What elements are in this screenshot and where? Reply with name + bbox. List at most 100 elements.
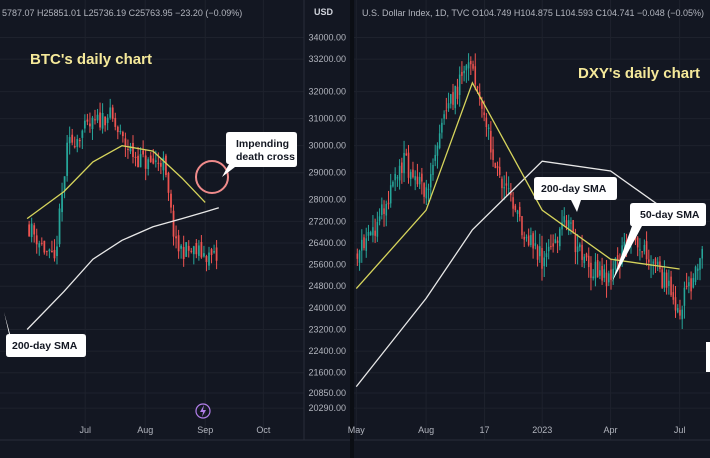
candle-body — [585, 253, 588, 258]
candle-body — [398, 165, 401, 181]
candle-body — [510, 192, 512, 196]
candle-body — [147, 159, 150, 170]
btc-chart-panel[interactable]: 5787.07 H25851.01 L25736.19 C25763.95 −2… — [0, 0, 350, 458]
candle-body — [358, 250, 361, 263]
candle-body — [162, 157, 165, 171]
candle-body — [467, 62, 470, 69]
candle-body — [507, 188, 510, 190]
y-tick-label: 24000.00 — [308, 303, 346, 313]
candle-body — [481, 101, 483, 109]
candle-body — [159, 163, 162, 167]
death-cross-label-line2: death cross — [236, 151, 295, 163]
candle-body — [30, 223, 33, 238]
y-tick-label: 22400.00 — [308, 346, 346, 356]
candle-body — [541, 248, 543, 269]
candle-body — [512, 197, 514, 209]
candle-body — [447, 103, 450, 109]
y-tick-label: 33200.00 — [308, 54, 346, 64]
candle-body — [563, 216, 566, 223]
candle-body — [48, 249, 51, 252]
y-tick-label: 30000.00 — [308, 141, 346, 151]
candle-body — [378, 216, 381, 222]
candle-body — [536, 246, 539, 260]
candle-body — [552, 243, 554, 247]
candle-body — [104, 116, 107, 126]
candle-body — [418, 177, 421, 185]
candle-body — [490, 130, 492, 153]
candle-body — [427, 188, 430, 190]
btc-sma200-line — [26, 207, 219, 330]
y-tick-label: 23200.00 — [308, 324, 346, 334]
candle-body — [157, 162, 160, 164]
candle-body — [127, 149, 129, 151]
candle-body — [96, 114, 99, 121]
candle-body — [514, 205, 517, 211]
candle-body — [530, 235, 532, 246]
candle-body — [590, 262, 592, 278]
candle-body — [616, 255, 619, 260]
candle-body — [676, 308, 679, 313]
dxy-chart-panel[interactable]: U.S. Dollar Index, 1D, TVC O104.749 H104… — [348, 0, 710, 458]
candle-body — [187, 245, 190, 251]
btc-panel-background — [0, 0, 350, 458]
x-tick-label: Oct — [256, 425, 271, 435]
candle-body — [639, 249, 641, 251]
candle-body — [35, 235, 38, 245]
candle-body — [559, 228, 561, 247]
candle-body — [699, 258, 701, 270]
candle-body — [195, 243, 198, 255]
offscreen-callout-edge — [706, 342, 710, 372]
candle-body — [414, 176, 416, 181]
candle-body — [521, 216, 523, 236]
candle-body — [78, 139, 81, 142]
candle-body — [441, 122, 443, 133]
candle-body — [132, 142, 134, 157]
dxy-x-axis: May Aug 17 2023 Apr Jul — [348, 425, 686, 435]
candle-body — [116, 126, 119, 133]
candle-body — [51, 250, 53, 253]
lightning-icon[interactable] — [195, 403, 211, 419]
y-tick-label: 20290.00 — [308, 403, 346, 413]
btc-sma200-label: 200-day SMA — [12, 340, 78, 352]
candle-body — [394, 173, 396, 181]
candle-body — [556, 240, 559, 243]
candle-body — [472, 64, 474, 69]
candle-body — [696, 268, 699, 271]
dxy-sma200-line — [355, 160, 680, 388]
candle-body — [180, 245, 183, 249]
dxy-chart-title: DXY's daily chart — [578, 65, 700, 82]
candle-body — [215, 247, 218, 261]
candle-body — [603, 269, 606, 278]
candle-body — [58, 208, 61, 245]
candle-body — [385, 204, 388, 216]
candle-body — [429, 174, 432, 188]
dxy-panel-background — [354, 0, 710, 458]
candle-body — [450, 94, 452, 104]
candle-body — [438, 133, 441, 148]
candle-body — [445, 110, 448, 112]
candle-body — [612, 268, 614, 279]
candle-body — [381, 204, 383, 215]
candle-body — [685, 285, 688, 287]
candle-body — [86, 119, 89, 122]
candle-body — [407, 152, 410, 178]
candle-body — [367, 231, 370, 236]
btc-price-axis[interactable]: 34000.00 33200.00 32000.00 31000.00 30000.00… — [308, 33, 346, 414]
death-cross-circle — [195, 160, 229, 194]
y-tick-label: 31000.00 — [308, 114, 346, 124]
candle-body — [645, 241, 648, 260]
candle-body — [532, 233, 534, 249]
candle-body — [592, 276, 594, 279]
candle-body — [142, 150, 145, 155]
candle-body — [665, 272, 668, 288]
candle-body — [674, 297, 677, 311]
dxy-candles — [356, 53, 703, 330]
candle-body — [581, 244, 583, 260]
candle-body — [405, 153, 408, 156]
x-tick-label: May — [348, 425, 366, 435]
candle-body — [68, 137, 71, 144]
dxy-sma50-label: 50-day SMA — [640, 209, 700, 221]
candle-body — [605, 272, 608, 287]
candle-body — [134, 156, 137, 158]
candle-body — [383, 208, 385, 214]
